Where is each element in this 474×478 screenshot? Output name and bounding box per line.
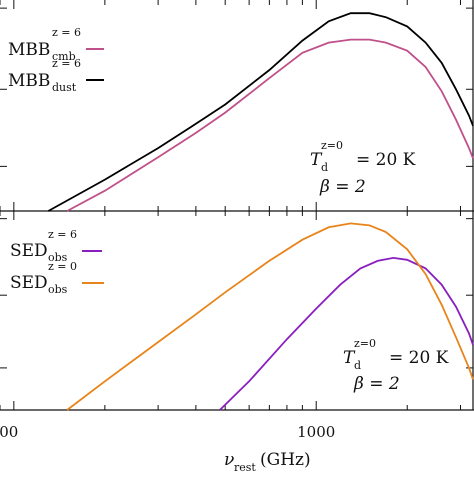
bottom-annot-t-sup: z=0: [354, 337, 376, 350]
legend-mbb-cmb-sup: z = 6: [52, 26, 81, 39]
bottom-annot-t-sub: d: [354, 359, 361, 372]
legend-mbb-cmb-sub: cmb: [52, 50, 76, 63]
legend-sed-z0-sub: obs: [48, 283, 68, 296]
bottom-series-1-line: [66, 222, 474, 411]
top-series-1-line: [47, 12, 474, 212]
bottom-annot-t-value: = 20 K: [389, 348, 449, 368]
legend-entry-mbb-cmb: MBB z = 6 cmb: [8, 26, 104, 63]
legend-entry-sed-obs-z6: SED z = 6 obs: [10, 228, 102, 264]
bottom-series-0-line: [219, 256, 474, 411]
x-axis-subscript: rest: [234, 461, 256, 474]
x-axis-symbol: ν: [224, 450, 234, 470]
bottom-panel-ticks: [0, 211, 473, 410]
legend-entry-mbb-dust: MBB z = 6 dust: [8, 57, 104, 94]
legend-sed-z0-base: SED: [10, 273, 48, 293]
top-legend: MBB z = 6 cmb MBB z = 6 dust: [8, 26, 104, 94]
top-panel: MBB z = 6 cmb MBB z = 6 dust T z=0 d = 2…: [0, 0, 474, 212]
x-tick-label-1: 1000: [297, 423, 335, 441]
bottom-panel: SED z = 6 obs SED z = 0 obs T z=0 d = 20…: [0, 211, 474, 411]
bottom-annot-t-symbol: T: [343, 348, 356, 368]
legend-sed-z6-base: SED: [10, 241, 48, 261]
top-panel-ticks: [0, 0, 473, 211]
legend-sed-z6-sub: obs: [48, 251, 68, 264]
x-axis-title: ν rest (GHz): [224, 450, 311, 474]
bottom-annotation: T z=0 d = 20 K β = 2: [343, 337, 449, 394]
top-annot-t-value: = 20 K: [356, 150, 416, 170]
bottom-annot-beta: β = 2: [353, 374, 400, 394]
legend-sed-z6-sup: z = 6: [48, 228, 77, 241]
top-annot-t-symbol: T: [310, 150, 323, 170]
legend-entry-sed-obs-z0: SED z = 0 obs: [10, 260, 104, 296]
top-panel-curves: [47, 12, 474, 212]
legend-mbb-cmb-base: MBB: [8, 40, 50, 60]
top-annotation: T z=0 d = 20 K β = 2: [310, 139, 416, 197]
legend-sed-z0-sup: z = 0: [48, 260, 77, 273]
top-series-0-line: [66, 38, 474, 212]
x-axis-labels: 100 1000: [0, 423, 335, 441]
top-annot-beta: β = 2: [319, 177, 366, 197]
legend-mbb-dust-base: MBB: [8, 71, 50, 91]
bottom-legend: SED z = 6 obs SED z = 0 obs: [10, 228, 104, 296]
top-annot-t-sup: z=0: [321, 139, 343, 152]
x-axis-unit: (GHz): [260, 450, 311, 470]
legend-mbb-dust-sub: dust: [52, 81, 77, 94]
bottom-panel-curves: [66, 222, 474, 411]
legend-mbb-dust-sup: z = 6: [52, 57, 81, 70]
top-annot-t-sub: d: [321, 161, 328, 174]
x-tick-label-0: 100: [0, 423, 18, 441]
